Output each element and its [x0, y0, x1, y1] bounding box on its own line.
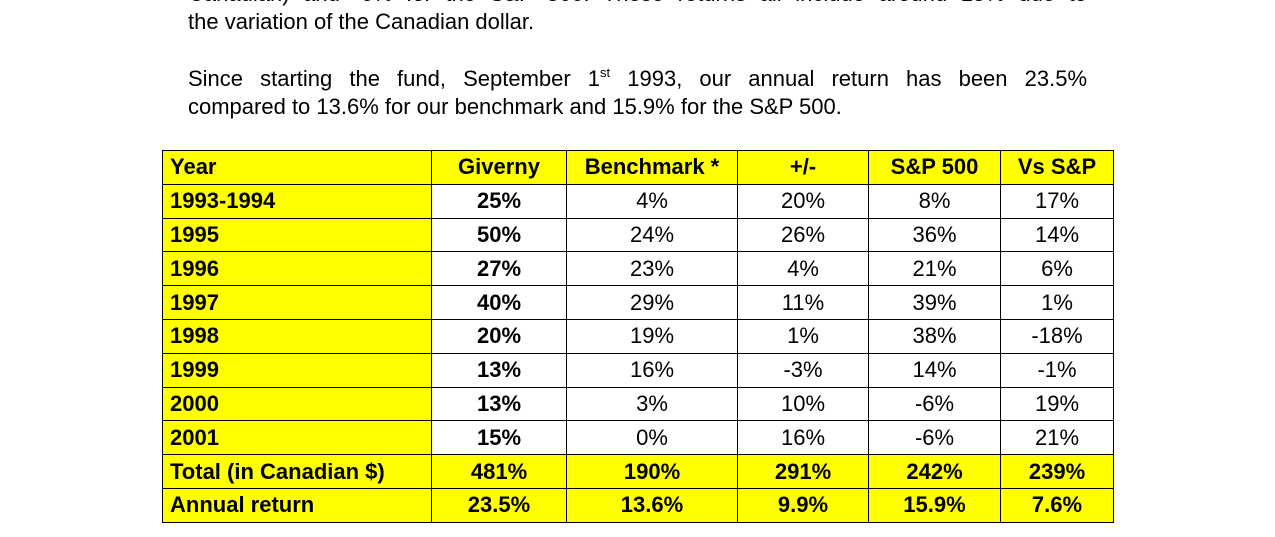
table-cell: 19%: [566, 318, 738, 354]
table-cell: Annual return: [162, 487, 432, 523]
table-cell: 36%: [868, 217, 1001, 253]
table-cell: 4%: [737, 251, 869, 287]
table-cell: 481%: [431, 454, 567, 489]
table-cell: 1995: [162, 217, 432, 253]
table-cell: 10%: [737, 386, 869, 422]
table-cell: 19%: [1000, 386, 1114, 422]
table-row: Annual return 23.5% 13.6% 9.9% 15.9% 7.6%: [162, 487, 1114, 523]
table-cell: 242%: [868, 454, 1001, 489]
table-cell: 7.6%: [1000, 487, 1114, 523]
table-row: 1998 20% 19% 1% 38% -18%: [162, 318, 1114, 354]
table-cell: 9.9%: [737, 487, 869, 523]
table-cell: 1996: [162, 251, 432, 287]
table-cell: 13%: [431, 352, 567, 388]
table-cell: Benchmark *: [566, 150, 738, 185]
table-cell: 8%: [868, 183, 1001, 219]
table-cell: 1993-1994: [162, 183, 432, 219]
table-cell: +/-: [737, 150, 869, 185]
text: 1993, our annual return has been 23.5%: [610, 66, 1088, 91]
table-cell: 24%: [566, 217, 738, 253]
table-cell: 40%: [431, 285, 567, 320]
text: Since starting the fund, September 1: [188, 66, 601, 91]
table-row: Total (in Canadian $) 481% 190% 291% 242% 239…: [162, 454, 1114, 489]
table-cell: 27%: [431, 251, 567, 287]
table-cell: Total (in Canadian $): [162, 454, 432, 489]
table-cell: 14%: [868, 352, 1001, 388]
text-line: Since starting the fund, September 1st 1…: [188, 65, 1087, 93]
table-cell: 6%: [1000, 251, 1114, 287]
text-line: the variation of the Canadian dollar.: [188, 9, 535, 34]
text-line: compared to 13.6% for our benchmark and …: [188, 94, 842, 119]
table-cell: 25%: [431, 183, 567, 219]
table-cell: S&P 500: [868, 150, 1001, 185]
table-row: 1997 40% 29% 11% 39% 1%: [162, 285, 1114, 320]
superscript: st: [600, 65, 611, 80]
table-cell: 239%: [1000, 454, 1114, 489]
table-cell: 20%: [431, 318, 567, 354]
table-cell: 2000: [162, 386, 432, 422]
table-row: Year Giverny Benchmark * +/- S&P 500 Vs S&P: [162, 150, 1114, 185]
table-cell: 14%: [1000, 217, 1114, 253]
table-cell: Vs S&P: [1000, 150, 1114, 185]
table-row: 2000 13% 3% 10% -6% 19%: [162, 386, 1114, 422]
table-cell: 23%: [566, 251, 738, 287]
table-cell: 23.5%: [431, 487, 567, 523]
table-cell: 2001: [162, 420, 432, 456]
table-cell: 13.6%: [566, 487, 738, 523]
table-cell: 16%: [737, 420, 869, 456]
table-row: 2001 15% 0% 16% -6% 21%: [162, 420, 1114, 456]
returns-table: Year Giverny Benchmark * +/- S&P 500 Vs S&P 19…: [162, 150, 1114, 523]
table-cell: 39%: [868, 285, 1001, 320]
table-cell: 21%: [868, 251, 1001, 287]
table-row: 1996 27% 23% 4% 21% 6%: [162, 251, 1114, 287]
table-cell: -6%: [868, 386, 1001, 422]
table-cell: 291%: [737, 454, 869, 489]
table-cell: 1998: [162, 318, 432, 354]
table-cell: -18%: [1000, 318, 1114, 354]
table-row: 1993-1994 25% 4% 20% 8% 17%: [162, 183, 1114, 219]
text-line: Canadian) and -6% for the S&P 500. These…: [188, 0, 1087, 8]
table-cell: 13%: [431, 386, 567, 422]
table-cell: Giverny: [431, 150, 567, 185]
table-cell: 20%: [737, 183, 869, 219]
table-cell: Year: [162, 150, 432, 185]
table-cell: 16%: [566, 352, 738, 388]
table-cell: 1%: [737, 318, 869, 354]
table-cell: 0%: [566, 420, 738, 456]
table-cell: 21%: [1000, 420, 1114, 456]
table-cell: 17%: [1000, 183, 1114, 219]
table-cell: -3%: [737, 352, 869, 388]
table-cell: 50%: [431, 217, 567, 253]
table-cell: 15%: [431, 420, 567, 456]
table-cell: 4%: [566, 183, 738, 219]
table-cell: 38%: [868, 318, 1001, 354]
table-cell: 26%: [737, 217, 869, 253]
table-cell: 11%: [737, 285, 869, 320]
table-row: 1995 50% 24% 26% 36% 14%: [162, 217, 1114, 253]
table-cell: 1%: [1000, 285, 1114, 320]
table-cell: 1999: [162, 352, 432, 388]
table-cell: -1%: [1000, 352, 1114, 388]
table-row: 1999 13% 16% -3% 14% -1%: [162, 352, 1114, 388]
table-cell: 15.9%: [868, 487, 1001, 523]
table-cell: -6%: [868, 420, 1001, 456]
table-cell: 29%: [566, 285, 738, 320]
table-cell: 190%: [566, 454, 738, 489]
table-cell: 3%: [566, 386, 738, 422]
table-cell: 1997: [162, 285, 432, 320]
